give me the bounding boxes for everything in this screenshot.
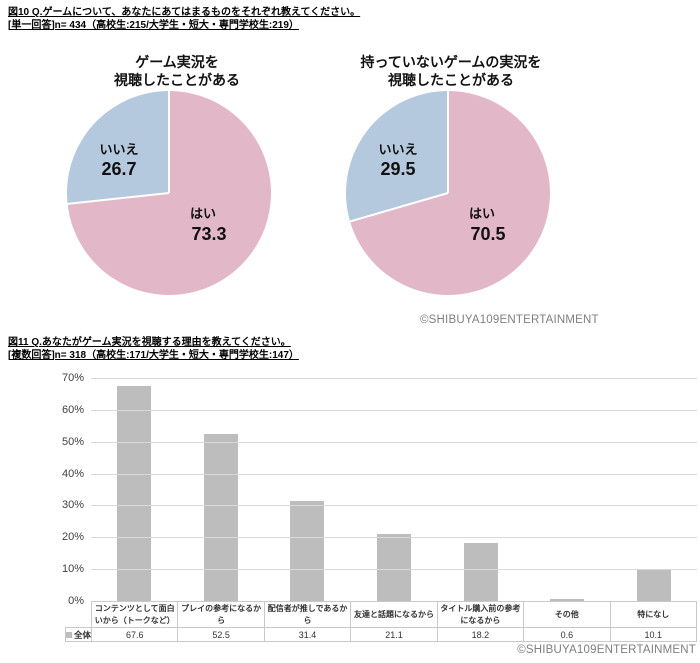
pie1-title: ゲーム実況を 視聴したことがある (77, 53, 277, 89)
bar-column (437, 378, 524, 601)
figure10-heading: 図10 Q.ゲームについて、あなたにあてはまるものをそれぞれ教えてください。 [… (8, 7, 360, 32)
gridline (91, 569, 697, 571)
gridline (91, 441, 697, 443)
bar-chart-y-axis: 0% 10% 20% 30% 40% 50% 60% 70% (30, 372, 86, 607)
table-header-row: コンテンツとして面白いから（トークなど） プレイの参考になるから 配信者が推しである… (65, 601, 697, 627)
table-category-header: タイトル購入前の参考になるから (436, 601, 524, 627)
table-value-cell: 10.1 (609, 627, 697, 642)
table-category-header: コンテンツとして面白いから（トークなど） (91, 601, 178, 627)
figure11-heading: 図11 Q.あなたがゲーム実況を視聴する理由を教えてください。 [複数回答]n=… (8, 337, 299, 362)
bar-column (351, 378, 438, 601)
series-legend-label: 全体 (74, 629, 92, 640)
figure10-heading-line2: [単一回答]n= 434（高校生:215/大学生・短大・専門学校生:219） (8, 19, 299, 31)
table-category-header: 配信者が推しであるから (263, 601, 351, 627)
bar (117, 385, 152, 601)
pie1-value-yes: 73.3 (191, 224, 227, 244)
pie-slice-border (67, 192, 170, 205)
bar (377, 533, 412, 601)
pie-slice-border (168, 91, 170, 193)
pie2-title: 持っていないゲームの実況を 視聴したことがある (341, 53, 561, 89)
bar-column (264, 378, 351, 601)
table-category-header: 特になし (609, 601, 697, 627)
table-value-row: 全体 67.6 52.5 31.4 21.1 18.2 0.6 10.1 (65, 627, 697, 642)
bar-columns (91, 378, 697, 601)
table-value-cell: 67.6 (91, 627, 178, 642)
table-category-header: プレイの参考になるから (177, 601, 264, 627)
table-value-cell: 0.6 (523, 627, 610, 642)
bar-column (524, 378, 611, 601)
pie-chart-watched-unowned-game-streams: いいえ 29.5 はい 70.5 (346, 91, 550, 295)
copyright-figure11: ©SHIBUYA109ENTERTAINMENT (517, 644, 696, 656)
bar (463, 543, 498, 601)
pie1-value-no: 26.7 (101, 159, 137, 179)
pie1-label-no: いいえ (99, 142, 139, 157)
bar-column (91, 378, 178, 601)
pie2-title-line2: 視聴したことがある (388, 72, 514, 89)
bar (550, 599, 585, 601)
table-series-legend-cell: 全体 (65, 627, 91, 642)
gridline (91, 409, 697, 411)
bar-column (178, 378, 265, 601)
figure11-heading-line1: 図11 Q.あなたがゲーム実況を視聴する理由を教えてください。 (8, 337, 291, 348)
table-value-cell: 18.2 (436, 627, 524, 642)
gridline (91, 378, 697, 379)
y-axis-tick-label: 20% (61, 531, 84, 544)
bar (290, 500, 325, 601)
bar-column (610, 378, 697, 601)
pie1-label-yes: はい (189, 206, 216, 221)
pie1-title-line2: 視聴したことがある (114, 72, 240, 89)
pie-chart-watched-game-streams: いいえ 26.7 はい 73.3 (67, 91, 271, 295)
pie2-label-yes: はい (468, 206, 495, 221)
gridline (91, 473, 697, 475)
y-axis-tick-label: 60% (61, 403, 84, 416)
y-axis-tick-label: 50% (61, 435, 84, 448)
gridline (91, 537, 697, 539)
pie-slice-border (349, 192, 449, 223)
y-axis-tick-label: 40% (61, 467, 84, 480)
pie-slice-border (447, 91, 449, 193)
table-value-cell: 31.4 (263, 627, 351, 642)
pie2-label-no: いいえ (378, 142, 418, 157)
figure10-heading-line1: 図10 Q.ゲームについて、あなたにあてはまるものをそれぞれ教えてください。 (8, 7, 361, 18)
table-corner-spacer (65, 601, 91, 627)
figure11-heading-line2: [複数回答]n= 318（高校生:171/大学生・短大・専門学校生:147） (8, 349, 299, 361)
gridline (91, 505, 697, 507)
y-axis-tick-label: 0% (68, 595, 84, 607)
y-axis-tick-label: 30% (61, 499, 84, 512)
copyright-figure10: ©SHIBUYA109ENTERTAINMENT (420, 314, 599, 326)
series-legend-swatch-icon (66, 631, 72, 638)
table-category-header: 友達と話題になるから (350, 601, 437, 627)
table-value-cell: 52.5 (177, 627, 264, 642)
pie1-title-line1: ゲーム実況を (135, 54, 219, 70)
table-value-cell: 21.1 (350, 627, 437, 642)
pie2-value-yes: 70.5 (470, 224, 506, 244)
y-axis-tick-label: 10% (61, 563, 84, 576)
bar (636, 568, 671, 601)
bar (203, 433, 238, 601)
bar-chart-data-table: コンテンツとして面白いから（トークなど） プレイの参考になるから 配信者が推しである… (65, 601, 697, 642)
pie2-value-no: 29.5 (380, 159, 416, 179)
y-axis-tick-label: 70% (61, 372, 84, 384)
pie2-title-line1: 持っていないゲームの実況を (360, 54, 542, 70)
bar-plot (91, 378, 697, 602)
table-category-header: その他 (523, 601, 610, 627)
